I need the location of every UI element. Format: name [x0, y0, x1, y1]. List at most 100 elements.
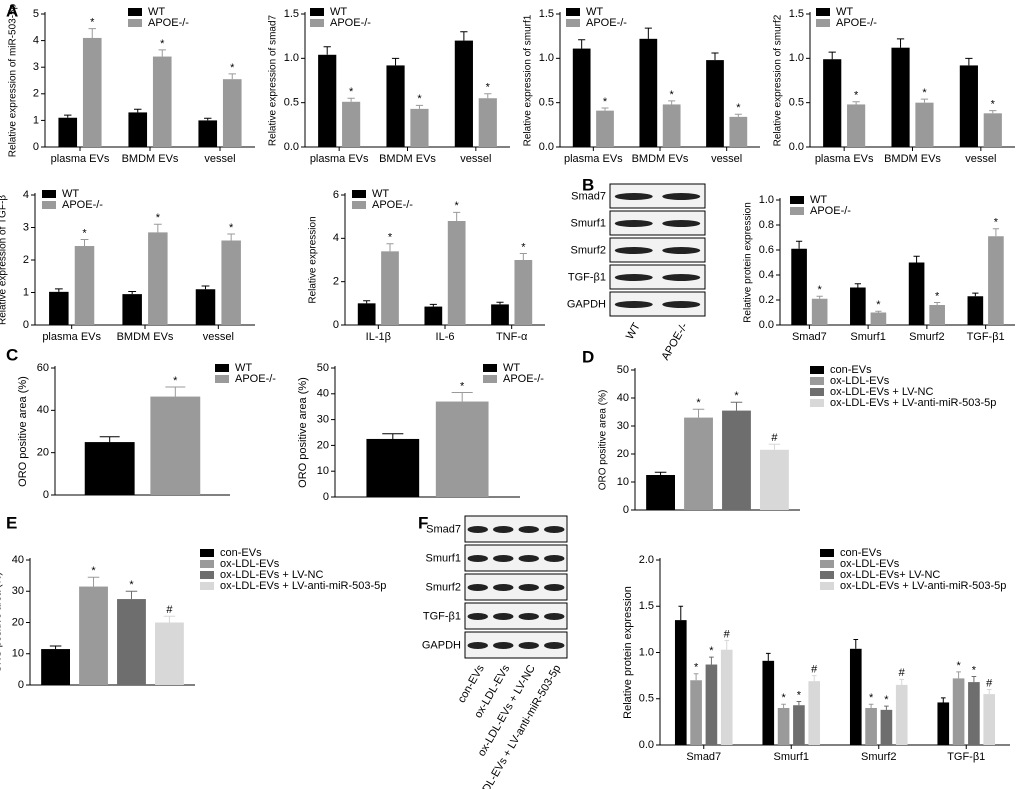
blot-row-label: TGF-β1 — [423, 610, 461, 622]
bar — [915, 102, 934, 147]
significance-marker: * — [818, 284, 823, 296]
legend-swatch — [810, 377, 824, 385]
blot-band — [662, 193, 701, 200]
legend-swatch — [566, 19, 580, 27]
legend-swatch — [310, 8, 324, 16]
blot-band — [467, 555, 488, 562]
bar — [357, 303, 376, 325]
legend-label: ox-LDL-EVs — [830, 375, 890, 387]
error-bar — [971, 676, 977, 683]
bar — [148, 232, 168, 325]
blot-band — [467, 526, 488, 533]
blot-row-label: Smurf1 — [571, 217, 606, 229]
legend-swatch — [483, 364, 497, 372]
y-tick-label: 40 — [317, 388, 329, 400]
blot-band — [544, 526, 565, 533]
significance-marker: * — [869, 692, 874, 704]
legend-swatch — [200, 571, 214, 579]
legend-swatch — [128, 8, 142, 16]
bar — [221, 240, 241, 325]
significance-marker: * — [229, 222, 234, 234]
error-bar — [228, 73, 236, 80]
significance-marker: # — [166, 604, 173, 616]
legend-swatch — [42, 201, 56, 209]
x-tick-label: plasma EVs — [51, 153, 110, 165]
x-tick-label: TNF-α — [496, 331, 528, 343]
panel-letter: E — [6, 513, 17, 532]
error-bar — [204, 117, 212, 121]
x-tick-label: plasma EVs — [42, 331, 101, 343]
y-tick-label: 3 — [33, 61, 39, 73]
significance-marker: * — [696, 397, 701, 409]
significance-marker: # — [811, 664, 818, 676]
bar — [865, 708, 877, 745]
significance-marker: * — [670, 89, 675, 101]
bar — [720, 649, 733, 745]
y-tick-label: 20 — [37, 447, 49, 459]
blot-band — [662, 274, 701, 281]
x-tick-label: vessel — [965, 153, 996, 165]
significance-marker: * — [876, 299, 881, 311]
error-bar — [816, 295, 823, 299]
y-tick-label: 50 — [617, 364, 629, 376]
bar — [929, 305, 945, 325]
bar — [478, 98, 497, 147]
x-tick-label: TGF-β1 — [967, 331, 1005, 343]
error-bar — [158, 49, 166, 57]
bar — [342, 101, 361, 147]
significance-marker: # — [771, 432, 778, 444]
error-bar — [391, 57, 400, 66]
y-tick-label: 0.0 — [759, 319, 774, 331]
error-bar — [768, 443, 781, 450]
error-bar — [828, 51, 836, 60]
bar — [198, 120, 218, 147]
error-bar — [965, 57, 973, 66]
error-bar — [934, 302, 941, 305]
bar — [674, 620, 687, 745]
blot-row-label: Smad7 — [571, 190, 606, 202]
significance-marker: * — [160, 38, 165, 50]
bar — [968, 682, 980, 745]
error-bar — [134, 108, 142, 113]
bar — [690, 680, 702, 745]
y-axis-label: Relative expression of smurf2 — [773, 14, 784, 146]
legend-label: ox-LDL-EVs — [220, 558, 280, 570]
significance-marker: * — [129, 579, 134, 591]
blot-band — [662, 301, 701, 308]
x-tick-label: IL-1β — [366, 331, 391, 343]
y-tick-label: 20 — [617, 448, 629, 460]
significance-marker: * — [230, 62, 235, 74]
blot-band — [544, 613, 565, 620]
y-tick-label: 4 — [23, 189, 29, 201]
x-tick-label: IL-6 — [436, 331, 455, 343]
legend-swatch — [820, 582, 834, 590]
error-bar — [49, 645, 62, 650]
error-bar — [940, 697, 946, 703]
significance-marker: * — [884, 694, 889, 706]
error-bar — [363, 300, 371, 304]
y-tick-label: 50 — [317, 362, 329, 374]
legend-label: ox-LDL-EVs+ LV-NC — [840, 569, 940, 581]
y-tick-label: 0.2 — [759, 294, 774, 306]
y-tick-label: 1 — [33, 114, 39, 126]
bar — [684, 417, 713, 510]
bar — [79, 586, 108, 685]
y-tick-label: 1.5 — [539, 8, 554, 20]
y-tick-label: 20 — [12, 616, 24, 628]
significance-marker: * — [521, 241, 526, 253]
blot-lane-label: WT — [624, 321, 643, 342]
bar — [152, 56, 172, 148]
y-tick-label: 5 — [33, 8, 39, 20]
bar — [880, 709, 893, 745]
error-bar — [128, 291, 137, 295]
legend-label: con-EVs — [840, 547, 882, 559]
y-tick-label: 2 — [33, 88, 39, 100]
significance-marker: * — [417, 93, 422, 105]
error-bar — [654, 471, 667, 475]
x-tick-label: plasma EVs — [564, 153, 623, 165]
significance-marker: * — [991, 99, 996, 111]
blot-band — [518, 613, 539, 620]
y-tick-label: 0.0 — [639, 739, 654, 751]
bar — [435, 401, 489, 497]
y-tick-label: 0.0 — [284, 141, 299, 153]
